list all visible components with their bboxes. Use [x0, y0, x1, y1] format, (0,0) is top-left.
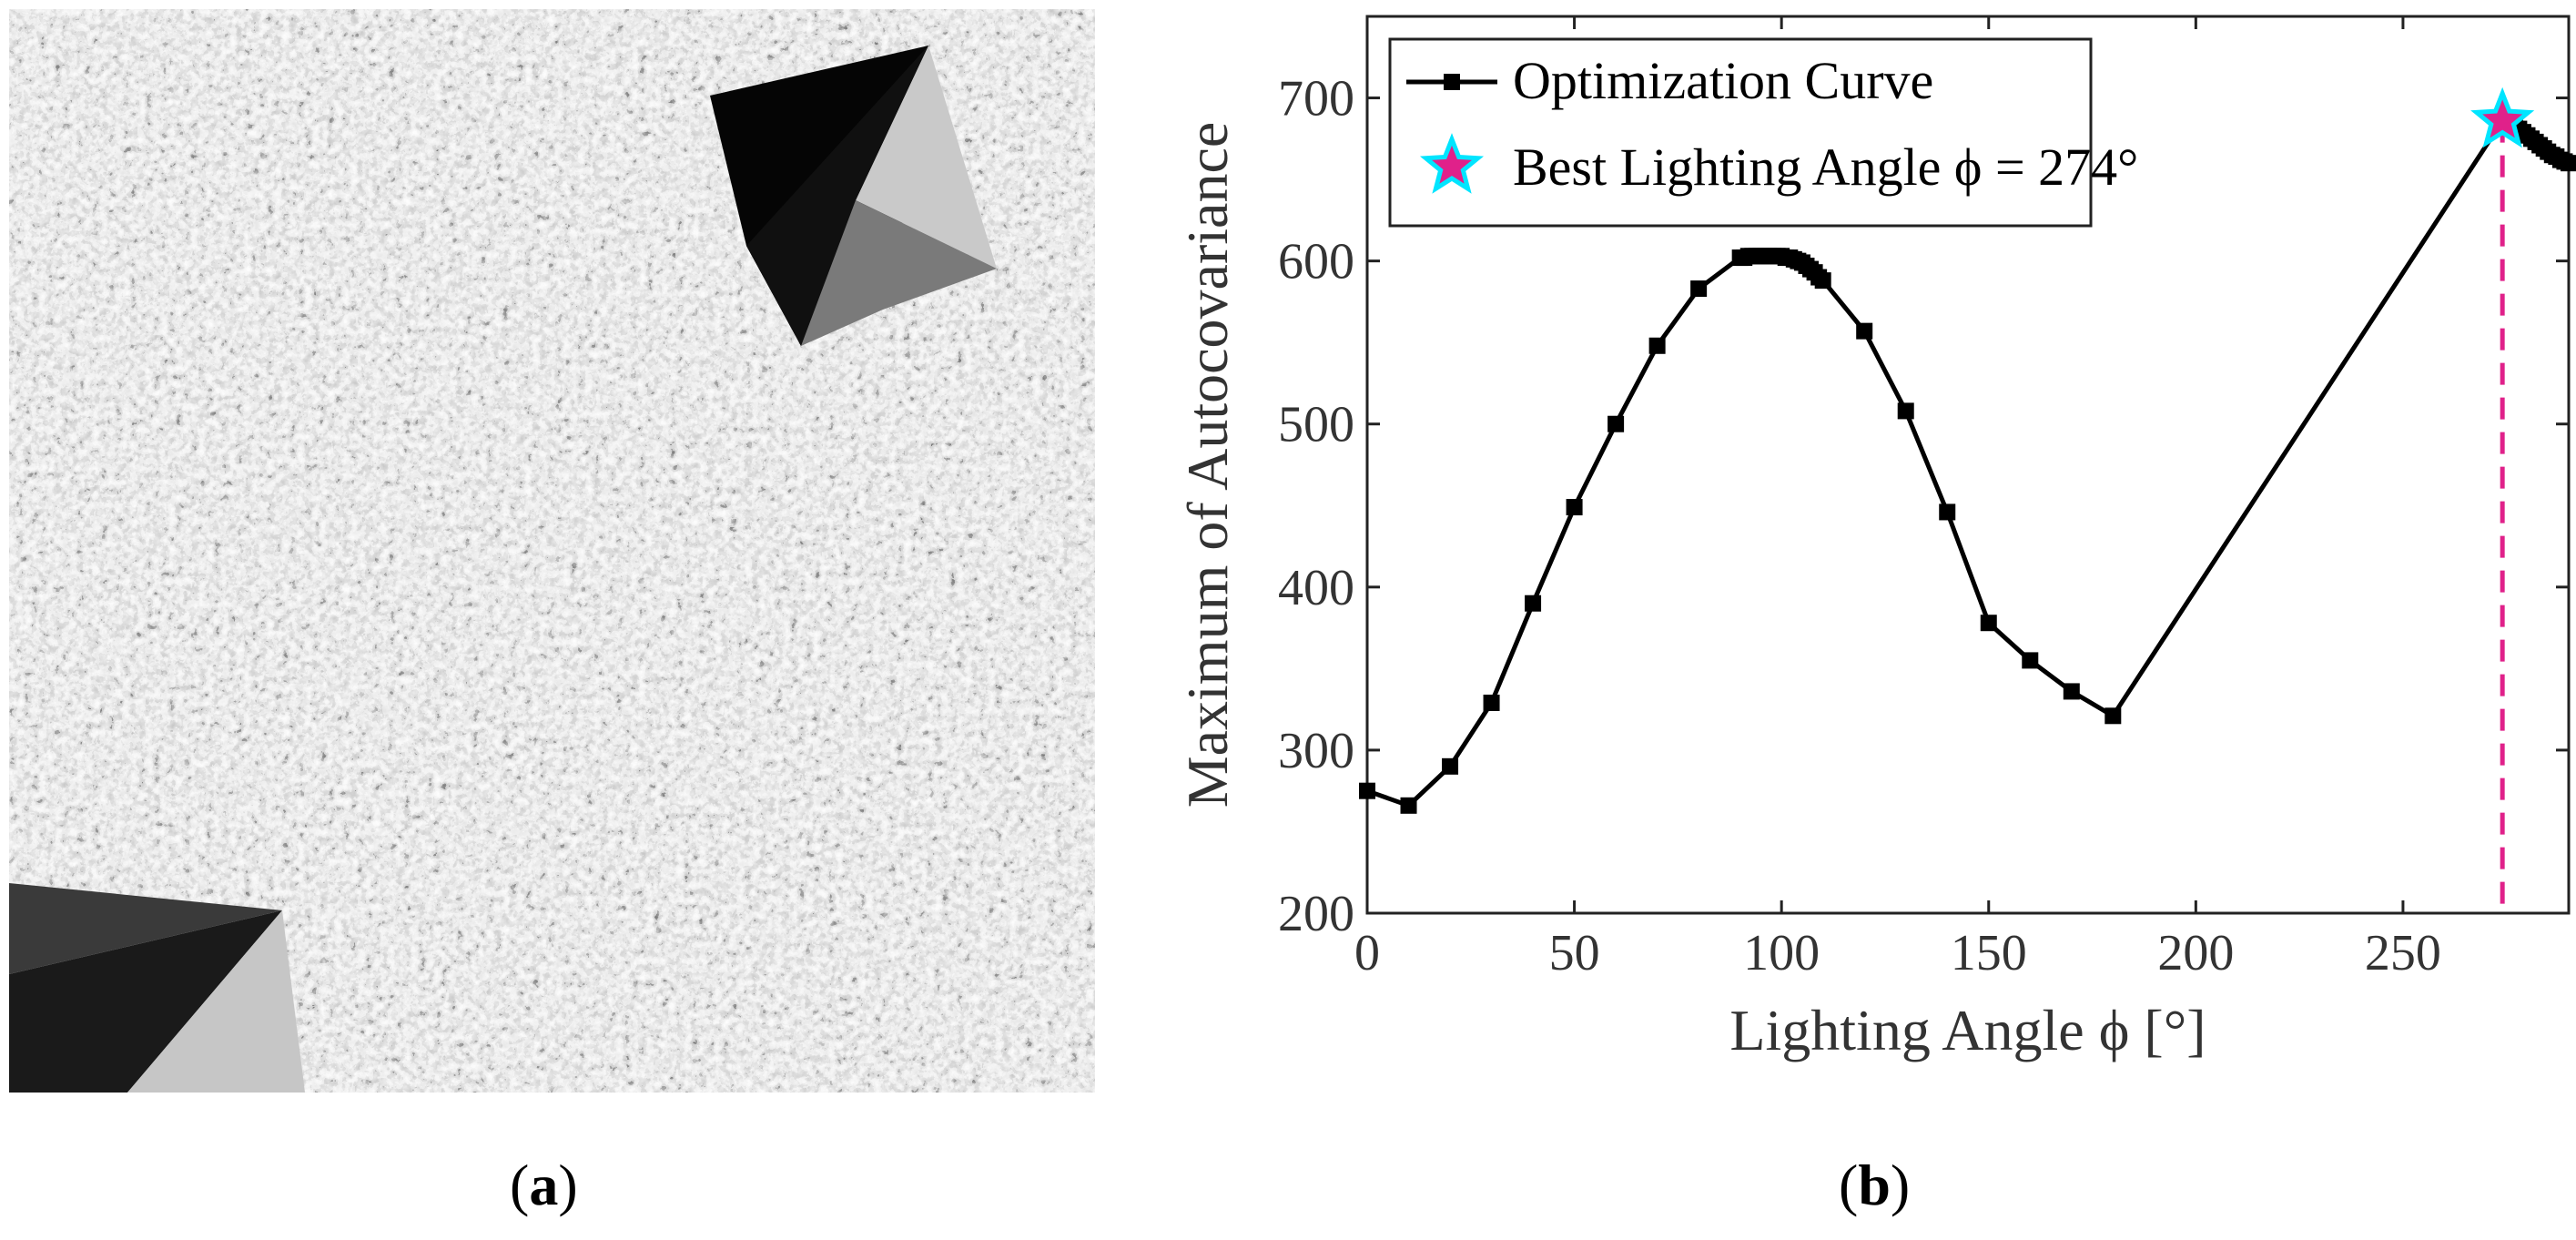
autocovariance-chart: 0 50 100 150 200 250 200 300 400 500 600 700 Optimi…: [1175, 15, 2576, 1062]
pyramid-bottom-left-lit: [127, 910, 305, 1093]
caption-b: (b): [1839, 1153, 1911, 1217]
data-point-marker: [1814, 272, 1831, 290]
x-tick-label: 100: [1743, 925, 1820, 981]
data-point-marker: [1607, 415, 1625, 432]
chart-annotations: [2470, 86, 2535, 913]
y-tick-label: 500: [1278, 397, 1354, 453]
y-tick-label: 400: [1278, 560, 1354, 616]
pyramid-bottom-left-mid: [9, 883, 282, 974]
pyramid-bottom-left-dark: [9, 910, 282, 1093]
data-point-marker: [1566, 499, 1583, 516]
data-point-marker: [2022, 652, 2039, 669]
x-axis-title: Lighting Angle ϕ [°]: [1729, 998, 2206, 1062]
data-point-marker: [1483, 694, 1500, 711]
pyramid-top-right-lit: [856, 46, 997, 269]
legend-label-optimization: Optimization Curve: [1513, 51, 1933, 110]
legend-label-best-angle: Best Lighting Angle ϕ = 274°: [1513, 137, 2138, 197]
caption-a-letter: a: [529, 1153, 559, 1217]
data-point-marker: [2104, 707, 2122, 725]
y-axis-title: Maximum of Autocovariance: [1175, 122, 1240, 808]
legend-star-swatch: [1419, 133, 1485, 194]
pyramid-top-right-mid: [746, 46, 928, 346]
data-point-marker: [1939, 503, 1956, 521]
x-tick-label: 200: [2157, 925, 2234, 981]
y-tick-label: 700: [1278, 71, 1354, 127]
legend-box: [1388, 37, 2093, 228]
plot-frame: [1365, 15, 2571, 915]
y-tick-label: 300: [1278, 723, 1354, 779]
data-point-marker: [1856, 322, 1873, 340]
x-tick-label: 250: [2365, 925, 2441, 981]
best-angle-star: [2470, 86, 2535, 148]
data-point-marker: [1648, 337, 1666, 354]
data-point-marker: [2063, 683, 2080, 700]
x-tick-label: 150: [1951, 925, 2027, 981]
surface-texture-image: [9, 9, 1095, 1093]
caption-a: (a): [510, 1153, 578, 1217]
data-point-marker: [1897, 402, 1914, 420]
x-tick-label: 50: [1549, 925, 1600, 981]
caption-b-letter: b: [1858, 1153, 1891, 1217]
y-tick-label: 200: [1278, 886, 1354, 942]
data-point-marker: [1442, 757, 1459, 775]
data-point-marker: [1400, 797, 1417, 814]
chart-axes: 0 50 100 150 200 250 200 300 400 500 600 700: [1278, 15, 2571, 981]
x-tick-label: 0: [1354, 925, 1380, 981]
chart-legend: Optimization Curve Best Lighting Angle ϕ …: [1388, 37, 2138, 228]
data-point-marker: [1690, 280, 1708, 298]
data-point-marker: [1525, 595, 1542, 612]
data-point-marker: [1980, 615, 1997, 632]
y-tick-label: 600: [1278, 234, 1354, 290]
legend-marker-swatch: [1444, 74, 1460, 90]
pyramid-top-right-bottom: [801, 200, 997, 346]
data-point-marker: [1359, 782, 1375, 799]
data-point-marker: [2561, 155, 2576, 172]
